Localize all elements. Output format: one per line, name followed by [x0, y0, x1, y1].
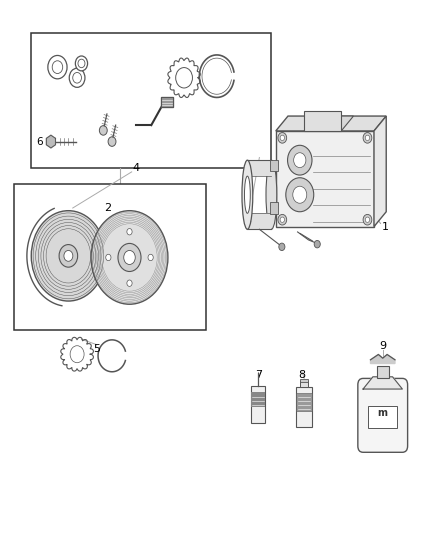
Circle shape	[75, 56, 88, 71]
Text: 4: 4	[132, 163, 140, 173]
Circle shape	[278, 214, 287, 225]
Text: 9: 9	[379, 341, 386, 351]
Text: 1: 1	[381, 222, 389, 232]
Ellipse shape	[244, 176, 250, 213]
Bar	[368, 406, 397, 428]
Polygon shape	[304, 116, 353, 131]
Bar	[247, 213, 272, 229]
Text: m: m	[378, 408, 388, 418]
Circle shape	[52, 61, 63, 74]
Circle shape	[91, 211, 168, 304]
Circle shape	[48, 55, 67, 79]
Bar	[304, 111, 341, 131]
Circle shape	[363, 214, 372, 225]
Circle shape	[288, 146, 312, 175]
Circle shape	[106, 254, 111, 261]
Text: 2: 2	[104, 203, 111, 213]
Circle shape	[78, 59, 85, 68]
Circle shape	[127, 280, 132, 286]
Circle shape	[293, 186, 307, 203]
Polygon shape	[363, 377, 403, 389]
Bar	[247, 160, 272, 176]
Circle shape	[280, 217, 285, 222]
FancyBboxPatch shape	[358, 378, 408, 453]
Polygon shape	[276, 116, 386, 131]
Text: 6: 6	[37, 136, 43, 147]
Bar	[270, 160, 278, 171]
Circle shape	[293, 153, 306, 167]
Circle shape	[148, 254, 153, 261]
Text: 8: 8	[298, 370, 306, 381]
Polygon shape	[276, 131, 374, 227]
Bar	[31, 33, 272, 168]
Circle shape	[365, 217, 370, 222]
Polygon shape	[46, 135, 56, 148]
Bar	[270, 202, 278, 214]
Polygon shape	[371, 354, 395, 364]
Bar	[14, 184, 206, 330]
Circle shape	[99, 126, 107, 135]
Bar	[251, 386, 265, 423]
Ellipse shape	[242, 160, 253, 229]
Bar	[300, 378, 308, 382]
Circle shape	[118, 244, 141, 271]
Circle shape	[365, 135, 370, 141]
Text: 3: 3	[244, 216, 251, 227]
Circle shape	[286, 177, 314, 212]
Circle shape	[279, 243, 285, 251]
Text: 7: 7	[255, 370, 262, 381]
Text: 5: 5	[93, 344, 100, 354]
Circle shape	[176, 68, 192, 88]
Bar	[297, 393, 312, 410]
Bar	[251, 392, 265, 407]
Polygon shape	[161, 98, 173, 107]
Circle shape	[124, 251, 135, 264]
Circle shape	[59, 245, 78, 267]
Bar	[300, 382, 308, 387]
Circle shape	[69, 68, 85, 87]
Circle shape	[280, 135, 285, 141]
Bar	[377, 366, 389, 378]
Circle shape	[363, 133, 372, 143]
Circle shape	[70, 346, 84, 363]
Circle shape	[278, 133, 287, 143]
Circle shape	[314, 240, 320, 248]
Circle shape	[73, 72, 81, 83]
Bar	[297, 387, 312, 427]
Circle shape	[64, 251, 73, 261]
Ellipse shape	[266, 160, 277, 229]
Polygon shape	[374, 116, 386, 227]
Circle shape	[127, 229, 132, 235]
Circle shape	[108, 137, 116, 147]
Circle shape	[31, 211, 106, 301]
